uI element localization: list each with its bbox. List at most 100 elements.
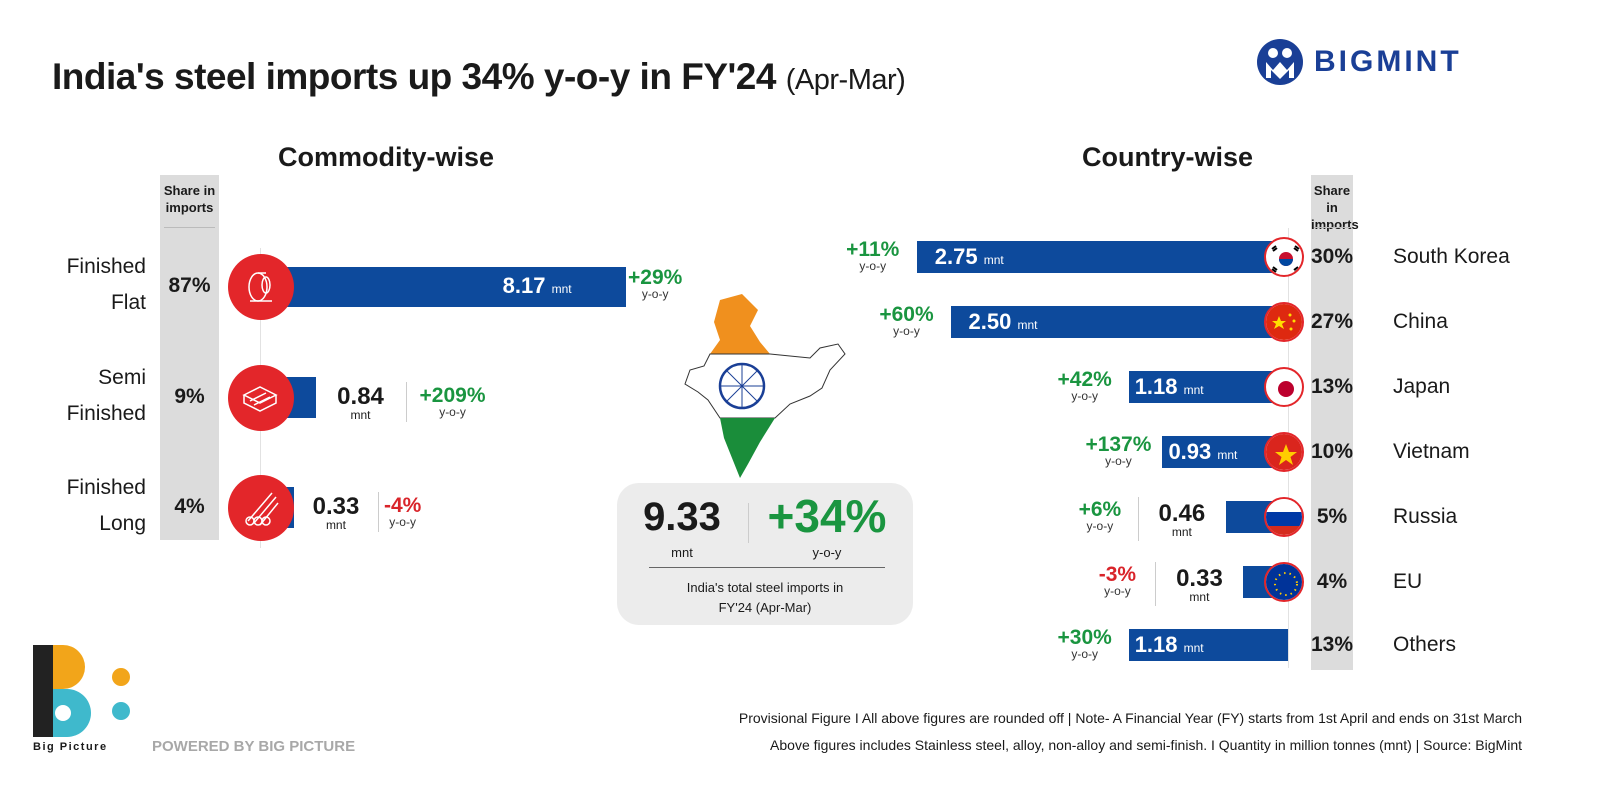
bar-value-label: 0.46 mnt xyxy=(1152,502,1212,539)
yoy-label: y-o-y xyxy=(1086,519,1114,533)
yoy-change: +60% y-o-y xyxy=(869,304,945,337)
big-picture-logo-text: Big Picture xyxy=(33,741,108,753)
share-value: 4% xyxy=(1316,570,1348,593)
yoy-change: +6% y-o-y xyxy=(1062,499,1138,532)
yoy-change: +209% y-o-y xyxy=(420,385,486,418)
share-value: 87% xyxy=(168,274,211,297)
bar xyxy=(1162,436,1278,468)
value: 1.18 xyxy=(1134,632,1178,657)
yoy-value: +11% xyxy=(846,238,900,261)
big-picture-logo xyxy=(33,645,130,737)
yoy-value: +137% xyxy=(1085,433,1152,456)
bar-value-label: 8.17 mnt xyxy=(503,273,572,299)
page-title: India's steel imports up 34% y-o-y in FY… xyxy=(52,56,906,98)
bar xyxy=(916,241,1278,273)
country-label: Others xyxy=(1393,633,1457,656)
value: 0.93 xyxy=(1168,439,1212,464)
country-label: EU xyxy=(1393,570,1423,593)
category-label: Finished Long xyxy=(67,470,146,542)
yoy-label: y-o-y xyxy=(1071,389,1099,403)
vietnam-flag-icon xyxy=(1264,432,1304,472)
value: 0.84 xyxy=(337,383,384,410)
divider xyxy=(1137,497,1139,541)
yoy-value: +29% xyxy=(628,266,683,289)
yoy-value: +6% xyxy=(1078,498,1122,521)
total-yoy: +34% xyxy=(767,490,887,542)
brand-name: BIGMINT xyxy=(1314,45,1462,78)
eu-flag-icon xyxy=(1264,562,1304,602)
share-value: 4% xyxy=(174,495,205,518)
bar-value-label: 0.84 mnt xyxy=(330,383,392,422)
category-label-line: Flat xyxy=(110,291,146,314)
unit: mnt xyxy=(325,518,346,532)
unit: mnt xyxy=(1171,525,1192,539)
bar xyxy=(1128,629,1288,661)
value: 8.17 xyxy=(502,273,546,298)
steel-bars-icon xyxy=(228,475,294,541)
country-label: Russia xyxy=(1393,505,1458,528)
yoy-value: -4% xyxy=(383,494,422,517)
divider xyxy=(748,503,749,543)
yoy-label: y-o-y xyxy=(893,324,920,338)
bar-value-label: 2.50 mnt xyxy=(969,309,1038,335)
yoy-change: +29% y-o-y xyxy=(628,267,682,300)
bar xyxy=(950,306,1278,338)
bigmint-logo: BIGMINT xyxy=(1256,38,1462,86)
value: 0.33 xyxy=(1176,565,1223,592)
yoy-label: y-o-y xyxy=(1104,584,1131,598)
bar xyxy=(260,267,626,307)
caption-line: India's total steel imports in xyxy=(686,580,844,595)
category-label-line: Semi xyxy=(98,366,146,389)
yoy-value: -3% xyxy=(1098,563,1137,586)
bar-value-label: 1.18 mnt xyxy=(1135,632,1204,658)
yoy-change: +30% y-o-y xyxy=(1047,627,1123,660)
category-label: Semi Finished xyxy=(67,360,146,432)
unit: mnt xyxy=(1183,383,1204,397)
japan-flag-icon xyxy=(1264,367,1304,407)
value: 1.18 xyxy=(1134,374,1178,399)
country-share-column xyxy=(1311,175,1353,670)
yoy-label: y-o-y xyxy=(1071,647,1099,661)
total-yoy-label: y-o-y xyxy=(812,545,842,560)
yoy-label: y-o-y xyxy=(641,287,669,301)
china-flag-icon xyxy=(1264,302,1304,342)
yoy-change: +11% y-o-y xyxy=(835,239,911,272)
yoy-value: +60% xyxy=(879,303,934,326)
yoy-label: y-o-y xyxy=(1105,454,1132,468)
unit: mnt xyxy=(983,253,1004,267)
yoy-value: +30% xyxy=(1057,626,1112,649)
value: 2.75 xyxy=(934,244,978,269)
bar-value-label: 0.33 mnt xyxy=(308,495,364,532)
bar-value-label: 2.75 mnt xyxy=(935,244,1004,270)
divider xyxy=(377,492,379,532)
title-main: India's steel imports up 34% y-o-y in FY… xyxy=(52,56,776,97)
category-label-line: Finished xyxy=(66,476,146,499)
yoy-value: +42% xyxy=(1057,368,1112,391)
yoy-change: +42% y-o-y xyxy=(1047,369,1123,402)
category-label: Finished Flat xyxy=(67,249,146,321)
country-label: South Korea xyxy=(1393,245,1510,268)
category-label-line: Finished xyxy=(66,402,146,425)
caption-line: FY'24 (Apr-Mar) xyxy=(718,600,812,615)
unit: mnt xyxy=(1217,448,1238,462)
steel-coil-icon xyxy=(228,254,294,320)
share-value: 9% xyxy=(174,385,205,408)
yoy-label: y-o-y xyxy=(389,515,416,529)
divider xyxy=(1155,562,1157,606)
footnote-1: Provisional Figure I All above figures a… xyxy=(738,710,1522,726)
total-caption: India's total steel imports in FY'24 (Apr… xyxy=(617,578,913,618)
commodity-heading: Commodity-wise xyxy=(278,142,495,172)
category-label-line: Long xyxy=(99,512,146,535)
bigmint-logo-icon xyxy=(1257,39,1303,85)
total-imports-card: 9.33 mnt +34% y-o-y India's total steel … xyxy=(617,483,913,625)
category-label-line: Finished xyxy=(66,255,146,278)
unit: mnt xyxy=(1017,318,1038,332)
share-value: 5% xyxy=(1316,505,1348,528)
unit: mnt xyxy=(1183,641,1204,655)
total-value: 9.33 xyxy=(643,495,721,539)
yoy-label: y-o-y xyxy=(859,259,887,273)
country-share-header: Share in imports xyxy=(1311,183,1359,232)
commodity-share-column xyxy=(160,175,219,540)
yoy-change: -3% y-o-y xyxy=(1079,564,1155,597)
bar xyxy=(1128,371,1278,403)
